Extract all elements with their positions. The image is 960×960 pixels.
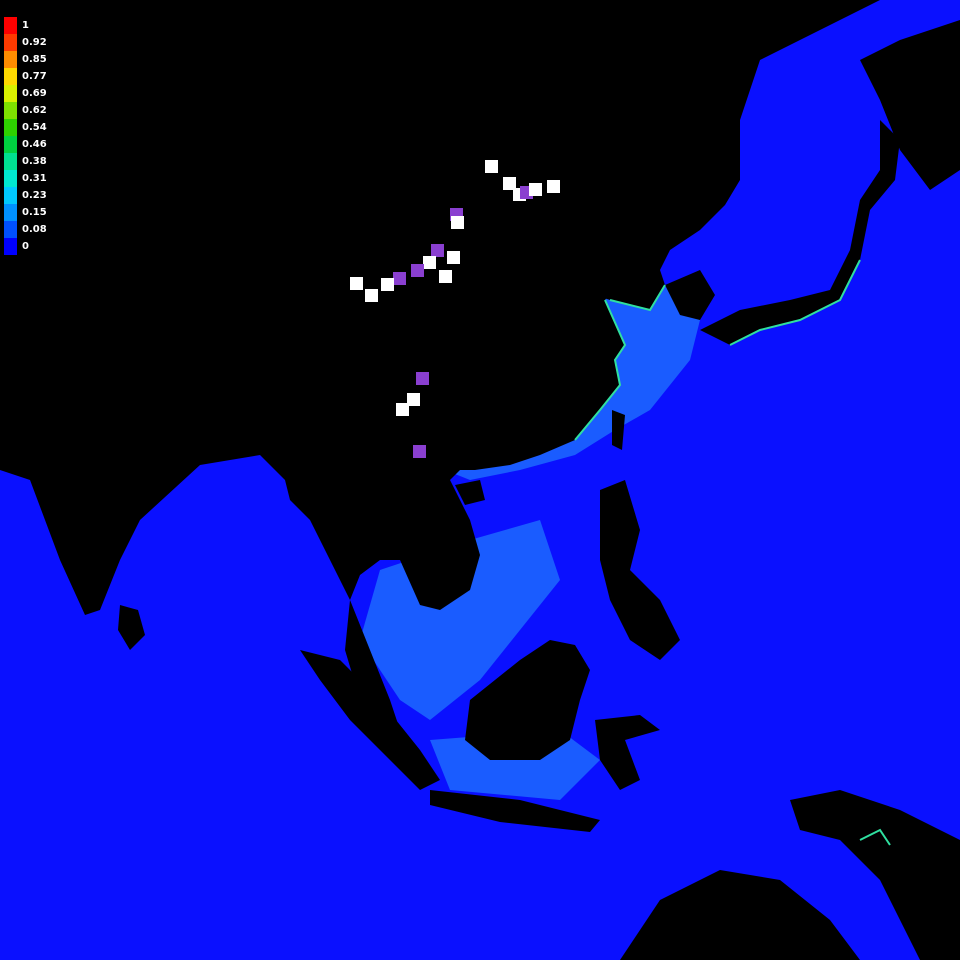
- sri-lanka: [118, 605, 145, 650]
- legend-swatch: [4, 221, 17, 238]
- site-marker-white[interactable]: [446, 251, 460, 265]
- japan-coast-highlight: [729, 259, 861, 346]
- sakhalin-kamchatka: [860, 20, 960, 190]
- legend-label: 0.77: [22, 71, 47, 82]
- legend-swatch: [4, 34, 17, 51]
- hainan: [455, 480, 485, 505]
- site-marker-white[interactable]: [381, 277, 395, 291]
- site-marker-white[interactable]: [528, 182, 542, 196]
- site-marker-white[interactable]: [395, 402, 409, 416]
- legend-label: 0: [22, 241, 29, 252]
- java: [430, 790, 600, 832]
- site-marker-white[interactable]: [407, 393, 421, 406]
- legend-swatch: [4, 68, 17, 85]
- legend-swatch: [4, 119, 17, 136]
- site-marker-white[interactable]: [485, 160, 499, 174]
- legend-swatch: [4, 51, 17, 68]
- legend-swatch: [4, 17, 17, 34]
- new-guinea: [790, 790, 960, 960]
- site-marker-white[interactable]: [451, 215, 465, 229]
- japan: [700, 120, 900, 345]
- legend-swatch: [4, 238, 17, 255]
- site-marker-white[interactable]: [503, 176, 517, 190]
- site-marker-purple[interactable]: [431, 243, 445, 257]
- sumatra: [300, 650, 440, 790]
- site-marker-purple[interactable]: [411, 263, 425, 277]
- legend-label: 0.62: [22, 105, 47, 116]
- legend-label: 0.31: [22, 173, 47, 184]
- legend-label: 1: [22, 20, 29, 31]
- legend-swatch: [4, 187, 17, 204]
- asia-mainland: [0, 0, 880, 615]
- legend-label: 0.15: [22, 207, 47, 218]
- legend-swatch: [4, 85, 17, 102]
- legend-swatch: [4, 170, 17, 187]
- site-marker-purple[interactable]: [412, 445, 426, 459]
- korean-peninsula: [665, 270, 715, 320]
- site-marker-white[interactable]: [438, 269, 452, 283]
- legend-label: 0.69: [22, 88, 47, 99]
- legend-swatch: [4, 153, 17, 170]
- legend-label: 0.23: [22, 190, 47, 201]
- legend-swatch: [4, 136, 17, 153]
- legend-label: 0.38: [22, 156, 47, 167]
- sulawesi: [595, 715, 660, 790]
- legend-swatch: [4, 102, 17, 119]
- malay-peninsula: [345, 600, 400, 730]
- site-marker-white[interactable]: [364, 288, 378, 302]
- legend-label: 0.92: [22, 37, 47, 48]
- legend-label: 0.46: [22, 139, 47, 150]
- legend-label: 0.08: [22, 224, 47, 235]
- philippines: [600, 480, 680, 660]
- australia-north: [620, 870, 860, 960]
- legend-label: 0.54: [22, 122, 47, 133]
- borneo: [465, 640, 590, 760]
- china-coast-highlight: [574, 299, 627, 441]
- site-marker-white[interactable]: [350, 277, 364, 291]
- site-marker-purple[interactable]: [415, 371, 429, 385]
- site-marker-white[interactable]: [547, 180, 561, 194]
- legend-label: 0.85: [22, 54, 47, 65]
- newguinea-coast-highlight: [859, 828, 891, 846]
- site-marker-white[interactable]: [422, 255, 436, 269]
- taiwan: [612, 410, 625, 450]
- korea-coast-highlight: [609, 284, 666, 312]
- legend-swatch: [4, 204, 17, 221]
- site-marker-purple[interactable]: [393, 271, 406, 285]
